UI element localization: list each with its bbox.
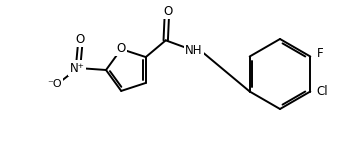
Text: NH: NH (185, 44, 203, 57)
Text: F: F (317, 47, 324, 60)
Text: Cl: Cl (316, 85, 328, 98)
Text: O: O (117, 42, 126, 55)
Text: N⁺: N⁺ (69, 61, 84, 75)
Text: O: O (163, 5, 172, 18)
Text: ⁻O: ⁻O (48, 79, 62, 89)
Text: O: O (76, 33, 84, 45)
